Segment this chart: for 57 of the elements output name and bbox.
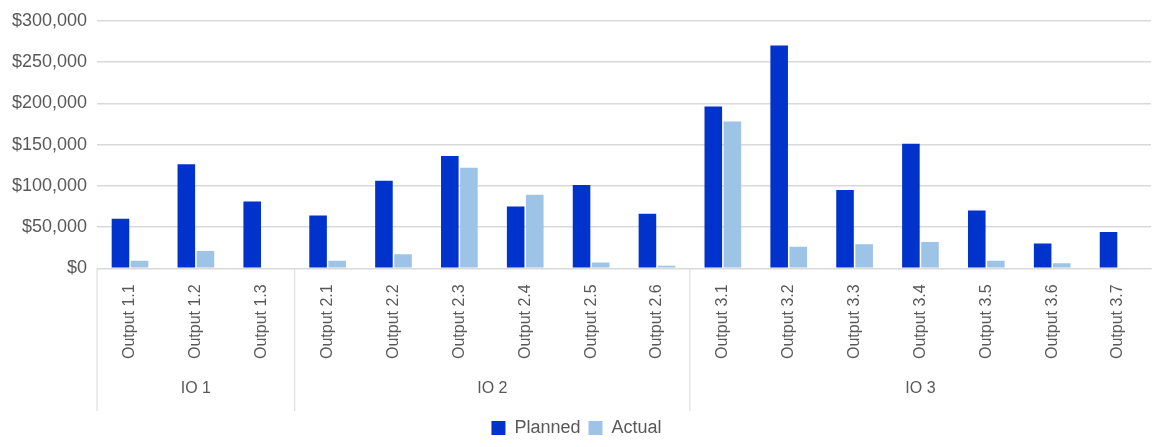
x-tick-label: Output 2.5 <box>581 284 599 359</box>
text: IO 2 <box>477 379 508 397</box>
bar <box>836 189 854 268</box>
x-tick-label: Output 3.1 <box>713 284 731 359</box>
bar <box>921 241 939 268</box>
bar <box>526 194 544 268</box>
bar <box>902 143 920 268</box>
bar <box>441 156 459 268</box>
y-tick-label: $150,000 <box>12 133 88 154</box>
bar <box>987 260 1005 268</box>
bar <box>375 180 393 268</box>
bar <box>177 164 196 268</box>
y-tick-label: $0 <box>67 257 88 278</box>
x-tick-label: Output 1.1 <box>120 284 138 359</box>
legend-label: Actual <box>611 416 662 437</box>
bar <box>591 262 610 268</box>
x-tick-label: Output 3.6 <box>1042 284 1060 359</box>
bar <box>770 45 788 268</box>
x-tick-label: Output 3.3 <box>844 284 862 359</box>
bar <box>723 121 742 268</box>
x-tick-label: Output 3.7 <box>1108 284 1126 359</box>
x-tick-label: Output 2.3 <box>449 284 467 359</box>
y-tick-label: $250,000 <box>12 51 88 72</box>
x-tick-label: Output 3.4 <box>910 284 928 359</box>
bar <box>1099 231 1118 268</box>
bar <box>572 184 591 268</box>
y-tick-label: $200,000 <box>12 92 88 113</box>
y-tick-label: $100,000 <box>12 174 88 195</box>
bar <box>130 260 149 268</box>
x-tick-label: Output 3.2 <box>779 284 797 359</box>
bar <box>460 167 478 268</box>
bar <box>1033 243 1052 268</box>
bar <box>704 106 723 268</box>
y-tick-label: $50,000 <box>22 216 88 236</box>
x-tick-label: Output 3.5 <box>976 284 994 359</box>
bar <box>1052 263 1071 268</box>
bar <box>394 254 412 268</box>
legend-label: Planned <box>514 416 581 437</box>
bar <box>243 201 261 268</box>
x-tick-label: Output 2.4 <box>515 284 533 359</box>
x-tick-label: Output 2.1 <box>318 284 336 359</box>
bar <box>328 260 346 268</box>
bar <box>196 250 215 268</box>
x-tick-label: Output 1.2 <box>186 284 204 359</box>
bar <box>855 244 873 268</box>
y-tick-label: $300,000 <box>12 9 88 30</box>
x-tick-label: Output 2.2 <box>383 284 401 359</box>
bar <box>789 246 808 268</box>
bar <box>111 218 130 268</box>
x-tick-label: Output 2.6 <box>647 284 665 359</box>
x-tick-label: Output 1.3 <box>252 284 270 359</box>
bar <box>967 210 986 268</box>
bar <box>309 215 327 268</box>
text: IO 1 <box>180 379 212 397</box>
bar <box>638 213 657 268</box>
text: IO 3 <box>905 379 936 397</box>
bar <box>506 206 525 268</box>
